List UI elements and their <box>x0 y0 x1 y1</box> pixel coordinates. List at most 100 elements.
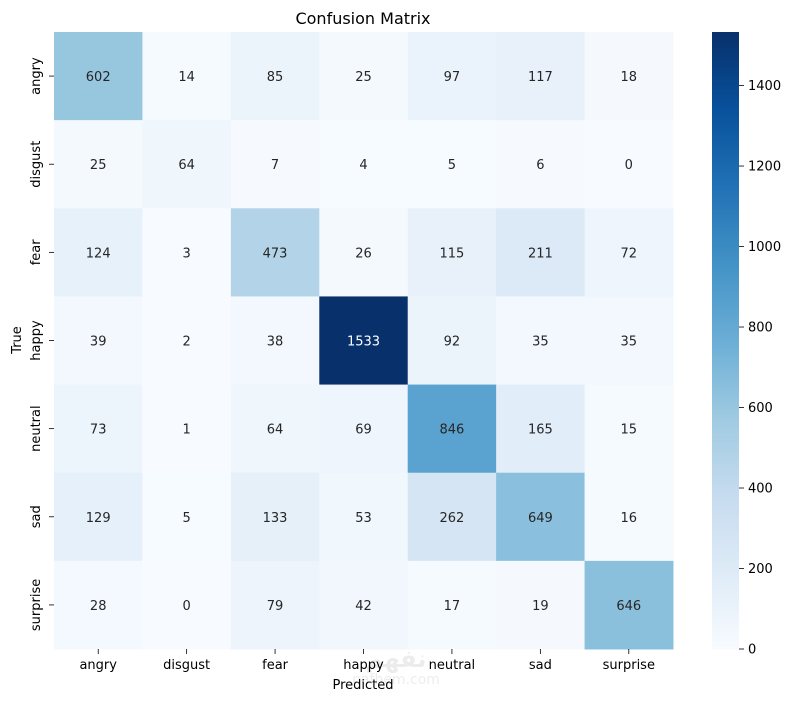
cell-value-label: 6 <box>536 158 544 173</box>
y-tick-label: neutral <box>29 405 44 452</box>
heatmap-cell-fear-sad <box>496 208 586 297</box>
cell-value-label: 3 <box>182 246 190 261</box>
heatmap-cells <box>54 32 674 650</box>
cell-value-label: 602 <box>86 70 111 85</box>
heatmap-cell-neutral-sad <box>496 384 586 474</box>
cell-value-label: 28 <box>90 599 107 614</box>
colorbar <box>712 32 739 649</box>
cell-value-label: 124 <box>86 246 111 261</box>
cell-value-label: 73 <box>90 423 107 438</box>
heatmap-cell-happy-fear <box>230 296 320 386</box>
x-tick-label: surprise <box>603 658 655 673</box>
heatmap-cell-angry-fear <box>230 32 320 121</box>
colorbar-tick-label: 1200 <box>748 160 781 175</box>
cell-value-label: 25 <box>355 70 372 85</box>
cell-value-label: 35 <box>532 335 549 350</box>
heatmap-cell-happy-disgust <box>142 296 232 386</box>
heatmap-cell-angry-disgust <box>142 32 232 121</box>
heatmap-cell-sad-fear <box>230 472 320 562</box>
cell-value-label: 92 <box>444 335 461 350</box>
x-axis-ticks: angry disgust fear happy neutral sad surprise <box>79 649 655 673</box>
cell-value-label: 649 <box>528 511 553 526</box>
cell-value-label: 64 <box>267 423 284 438</box>
heatmap-cell-fear-angry <box>54 208 143 297</box>
cell-value-label: 2 <box>182 335 190 350</box>
heatmap-cell-surprise-disgust <box>142 560 232 650</box>
heatmap-cell-happy-happy <box>319 296 409 386</box>
colorbar-tick-label: 600 <box>748 401 773 416</box>
chart-title: Confusion Matrix <box>295 9 430 28</box>
heatmap-cell-fear-disgust <box>142 208 232 297</box>
colorbar-ticks: 0 200 400 600 800 1000 1200 1400 <box>739 79 781 658</box>
cell-value-label: 165 <box>528 423 553 438</box>
heatmap-cell-neutral-happy <box>319 384 409 474</box>
heatmap-cell-neutral-fear <box>230 384 320 474</box>
cell-value-label: 115 <box>440 246 465 261</box>
x-tick-label: neutral <box>429 658 476 673</box>
heatmap-cell-sad-disgust <box>142 472 232 562</box>
heatmap-cell-surprise-neutral <box>407 560 497 650</box>
cell-value-label: 35 <box>621 335 638 350</box>
heatmap-cell-surprise-happy <box>319 560 409 650</box>
cell-value-label: 211 <box>528 246 553 261</box>
y-tick-label: fear <box>29 239 44 266</box>
heatmap-cell-sad-happy <box>319 472 409 562</box>
cell-value-label: 39 <box>90 335 107 350</box>
heatmap-cell-disgust-surprise <box>584 120 674 209</box>
heatmap-cell-fear-neutral <box>407 208 497 297</box>
y-tick-label: sad <box>29 505 44 528</box>
cell-value-label: 133 <box>263 511 288 526</box>
cell-value-label: 473 <box>263 246 288 261</box>
heatmap-cell-surprise-sad <box>496 560 586 650</box>
heatmap-cell-happy-sad <box>496 296 586 386</box>
colorbar-tick-label: 0 <box>748 643 756 658</box>
cell-value-label: 79 <box>267 599 284 614</box>
heatmap-cell-happy-angry <box>54 296 143 386</box>
cell-value-label: 25 <box>90 158 107 173</box>
cell-value-label: 69 <box>355 423 372 438</box>
cell-value-label: 14 <box>178 70 195 85</box>
cell-value-label: 5 <box>182 511 190 526</box>
x-tick-label: disgust <box>163 658 210 673</box>
heatmap-cell-sad-sad <box>496 472 586 562</box>
cell-value-label: 16 <box>621 511 638 526</box>
cell-value-label: 129 <box>86 511 111 526</box>
heatmap-cell-surprise-angry <box>54 560 143 650</box>
heatmap-cell-neutral-surprise <box>584 384 674 474</box>
cell-value-label: 1533 <box>347 335 380 350</box>
y-tick-label: angry <box>29 57 44 95</box>
y-axis-label: True <box>10 326 25 355</box>
cell-value-label: 97 <box>444 70 461 85</box>
heatmap-cell-neutral-disgust <box>142 384 232 474</box>
heatmap-cell-neutral-neutral <box>407 384 497 474</box>
heatmap-cell-surprise-fear <box>230 560 320 650</box>
heatmap-cell-happy-surprise <box>584 296 674 386</box>
x-axis-label: Predicted <box>332 678 393 693</box>
y-axis-ticks: angry disgust fear happy neutral sad surprise <box>29 57 54 631</box>
cell-value-label: 26 <box>355 246 372 261</box>
cell-value-label: 0 <box>625 158 633 173</box>
heatmap-cell-surprise-surprise <box>584 560 674 650</box>
x-tick-label: fear <box>262 658 289 673</box>
heatmap-cell-disgust-happy <box>319 120 409 209</box>
heatmap-cell-angry-angry <box>54 32 143 121</box>
heatmap-cell-sad-neutral <box>407 472 497 562</box>
cell-value-label: 17 <box>444 599 461 614</box>
cell-value-label: 64 <box>178 158 195 173</box>
x-tick-label: angry <box>79 658 117 673</box>
heatmap-cell-neutral-angry <box>54 384 143 474</box>
heatmap-cell-disgust-angry <box>54 120 143 209</box>
y-tick-label: surprise <box>29 579 44 631</box>
heatmap-cell-fear-fear <box>230 208 320 297</box>
cell-value-label: 0 <box>182 599 190 614</box>
y-tick-label: happy <box>29 320 44 361</box>
cell-value-label: 646 <box>616 599 641 614</box>
heatmap-cell-happy-neutral <box>407 296 497 386</box>
colorbar-tick-label: 1000 <box>748 240 781 255</box>
heatmap-cell-angry-surprise <box>584 32 674 121</box>
heatmap-cell-angry-sad <box>496 32 586 121</box>
heatmap-cell-disgust-fear <box>230 120 320 209</box>
cell-value-label: 7 <box>271 158 279 173</box>
